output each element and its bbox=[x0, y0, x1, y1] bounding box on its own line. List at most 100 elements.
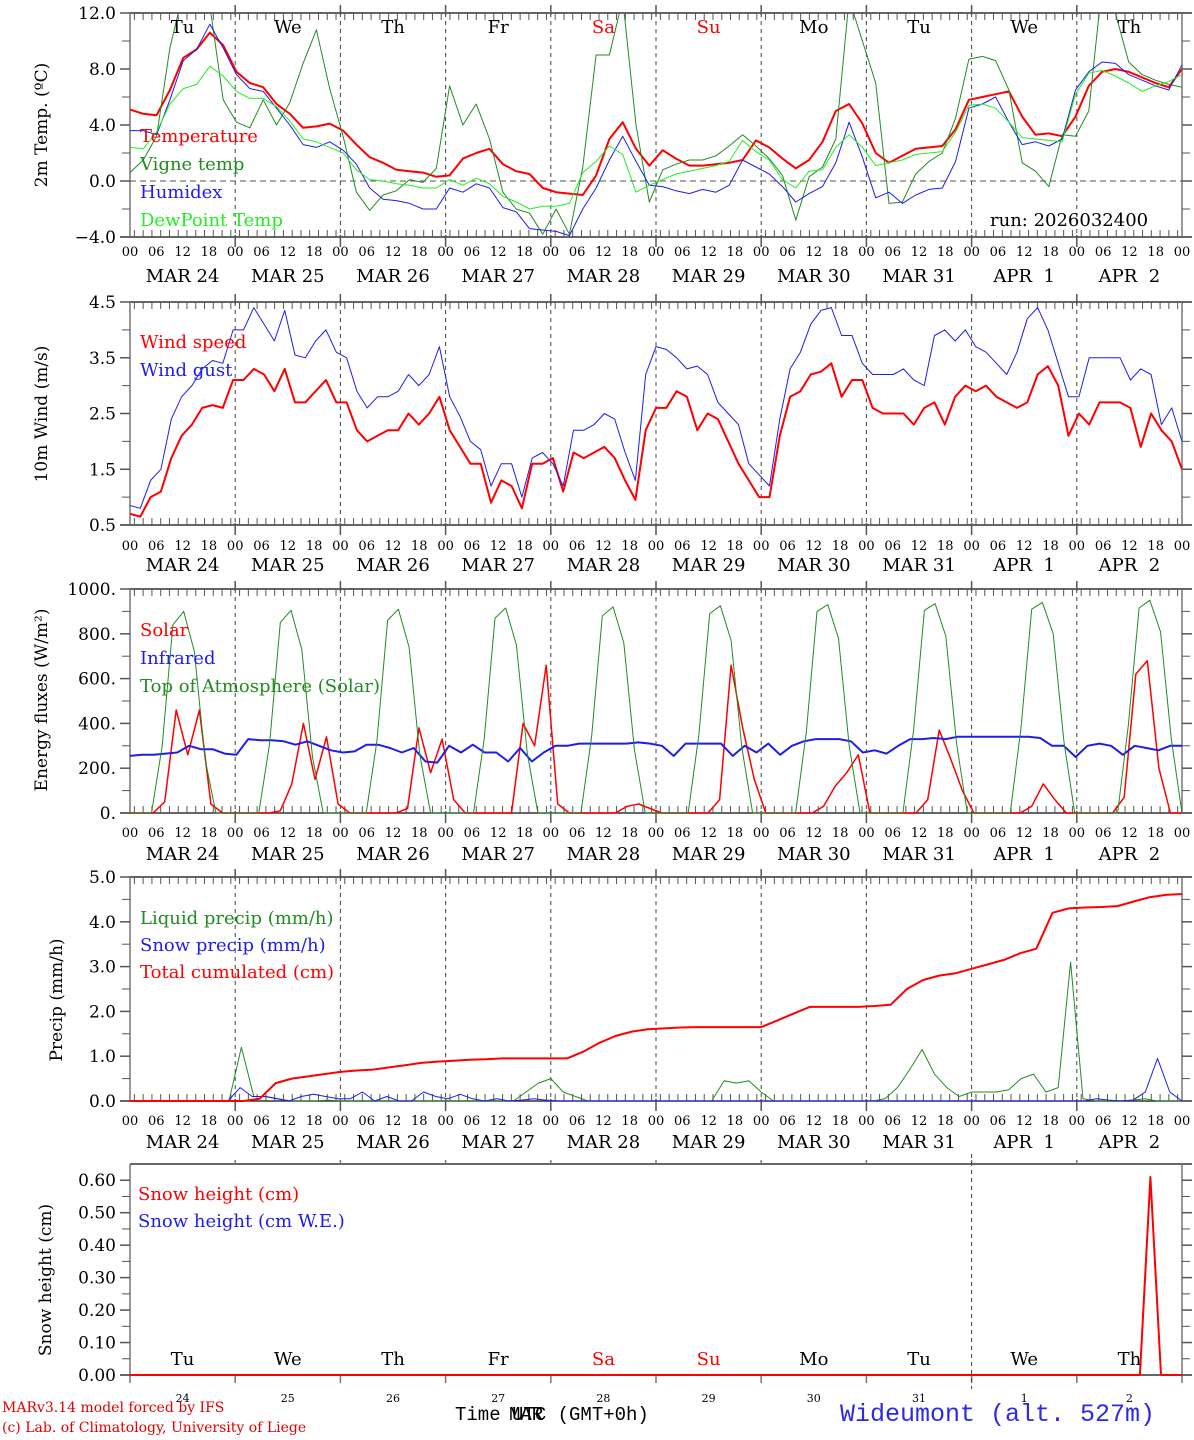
hour-label: 00 bbox=[543, 539, 560, 554]
weekday-label: Sa bbox=[592, 1349, 615, 1370]
hour-label: 12 bbox=[385, 1114, 402, 1129]
series-dewpoint-temp bbox=[130, 65, 1182, 210]
y-tick-label: 4.0 bbox=[89, 116, 116, 136]
hour-label: 00 bbox=[963, 539, 980, 554]
date-label: MAR 26 bbox=[356, 555, 430, 576]
day-number-label: 29 bbox=[702, 1392, 716, 1405]
hour-label: 00 bbox=[963, 1114, 980, 1129]
hour-label: 00 bbox=[753, 826, 770, 841]
hour-label: 18 bbox=[832, 539, 849, 554]
day-number-label: 27 bbox=[491, 1392, 505, 1405]
hour-label: 06 bbox=[779, 826, 796, 841]
date-label: MAR 30 bbox=[777, 266, 851, 287]
hour-label: 06 bbox=[884, 1114, 901, 1129]
hour-label: 18 bbox=[1042, 245, 1059, 260]
date-label: APR 2 bbox=[1098, 1132, 1161, 1153]
y-tick-label: 0.5 bbox=[89, 516, 116, 536]
hour-label: 06 bbox=[884, 245, 901, 260]
series-wind-speed bbox=[130, 362, 1182, 518]
hour-label: 06 bbox=[569, 1114, 586, 1129]
date-label: APR 2 bbox=[1098, 555, 1161, 576]
hour-label: 18 bbox=[516, 539, 533, 554]
hour-label: 18 bbox=[411, 1114, 428, 1129]
legend-toa-solar: Top of Atmosphere (Solar) bbox=[140, 676, 381, 697]
day-number-label: 24 bbox=[176, 1392, 190, 1405]
hour-label: 00 bbox=[227, 1114, 244, 1129]
hour-label: 12 bbox=[595, 1114, 612, 1129]
hour-label: 18 bbox=[201, 539, 218, 554]
hour-label: 12 bbox=[1121, 539, 1138, 554]
hour-label: 00 bbox=[1069, 826, 1086, 841]
hour-label: 00 bbox=[1069, 539, 1086, 554]
hour-label: 18 bbox=[516, 245, 533, 260]
y-tick-label: 3.5 bbox=[89, 349, 116, 369]
hour-label: 12 bbox=[911, 1114, 928, 1129]
hour-label: 18 bbox=[832, 1114, 849, 1129]
hour-label: 12 bbox=[280, 826, 297, 841]
hour-label: 18 bbox=[306, 539, 323, 554]
hour-label: 00 bbox=[648, 826, 665, 841]
hour-label: 12 bbox=[174, 1114, 191, 1129]
hour-label: 06 bbox=[464, 539, 481, 554]
hour-label: 06 bbox=[569, 826, 586, 841]
weekday-label: Th bbox=[1118, 17, 1142, 38]
y-tick-label: 2.0 bbox=[89, 1002, 116, 1022]
hour-label: 06 bbox=[1095, 539, 1112, 554]
panel-temp bbox=[120, 5, 1192, 247]
y-tick-label: 0.60 bbox=[78, 1171, 116, 1191]
hour-label: 00 bbox=[963, 245, 980, 260]
hour-label: 00 bbox=[227, 826, 244, 841]
hour-label: 00 bbox=[648, 1114, 665, 1129]
series-snow-height-cm bbox=[130, 1176, 1182, 1376]
hour-label: 00 bbox=[543, 826, 560, 841]
hour-label: 12 bbox=[595, 539, 612, 554]
weekday-label: Th bbox=[381, 17, 405, 38]
hour-label-final: 00 bbox=[1174, 1114, 1191, 1129]
hour-label: 06 bbox=[990, 826, 1007, 841]
date-label: MAR 25 bbox=[251, 555, 325, 576]
panel-precip bbox=[120, 869, 1192, 1111]
hour-label-final: 00 bbox=[1174, 826, 1191, 841]
weekday-label: Su bbox=[697, 17, 721, 38]
hour-label: 18 bbox=[832, 245, 849, 260]
hour-label: 06 bbox=[1095, 245, 1112, 260]
hour-label: 12 bbox=[700, 1114, 717, 1129]
hour-label: 00 bbox=[437, 245, 454, 260]
hour-label: 12 bbox=[806, 1114, 823, 1129]
date-label: MAR 26 bbox=[356, 844, 430, 865]
hour-label: 00 bbox=[963, 826, 980, 841]
legend-wind-speed: Wind speed bbox=[140, 332, 247, 353]
y-tick-label: 1.0 bbox=[89, 1047, 116, 1067]
ylabel-temp: 2m Temp. (ºC) bbox=[32, 62, 52, 188]
hour-label: 12 bbox=[280, 245, 297, 260]
hour-label: 06 bbox=[253, 539, 270, 554]
station-name: Wideumont (alt. 527m) bbox=[840, 1400, 1156, 1429]
day-number-label: 30 bbox=[807, 1392, 821, 1405]
hour-label: 18 bbox=[937, 1114, 954, 1129]
y-tick-label: 0.30 bbox=[78, 1269, 116, 1289]
hour-label: 00 bbox=[753, 245, 770, 260]
legend-infrared: Infrared bbox=[140, 648, 216, 669]
hour-label: 06 bbox=[674, 245, 691, 260]
hour-label: 18 bbox=[306, 826, 323, 841]
panel-energy bbox=[120, 581, 1192, 823]
hour-label: 18 bbox=[201, 1114, 218, 1129]
hour-label: 00 bbox=[437, 826, 454, 841]
date-label: MAR 30 bbox=[777, 844, 851, 865]
hour-label: 12 bbox=[700, 826, 717, 841]
hour-label: 06 bbox=[884, 826, 901, 841]
hour-label: 00 bbox=[122, 826, 139, 841]
y-tick-label: 3.0 bbox=[89, 958, 116, 978]
date-label: APR 1 bbox=[992, 266, 1055, 287]
hour-label: 12 bbox=[385, 826, 402, 841]
panel-wind bbox=[120, 294, 1192, 535]
weekday-label: Tu bbox=[907, 17, 931, 38]
date-label: APR 1 bbox=[992, 555, 1055, 576]
hour-label: 12 bbox=[1016, 245, 1033, 260]
legend-snow-height-we: Snow height (cm W.E.) bbox=[138, 1211, 345, 1232]
hour-label: 12 bbox=[806, 826, 823, 841]
hour-label: 12 bbox=[911, 245, 928, 260]
hour-label: 06 bbox=[779, 1114, 796, 1129]
date-label: MAR 25 bbox=[251, 844, 325, 865]
